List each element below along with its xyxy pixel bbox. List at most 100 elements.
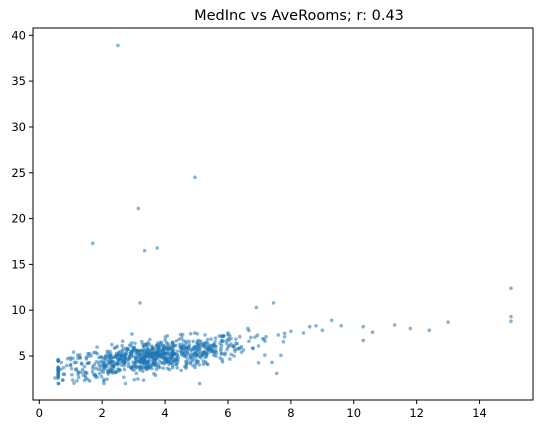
data-point (136, 360, 140, 364)
data-point (62, 372, 67, 377)
data-point (122, 367, 127, 372)
x-tick-label: 0 (36, 406, 43, 420)
data-point (214, 354, 218, 358)
data-point (94, 366, 98, 371)
data-point (184, 355, 189, 360)
data-point (102, 360, 107, 364)
data-point (116, 43, 120, 48)
data-point (93, 373, 97, 378)
data-point (75, 369, 80, 374)
data-point (282, 331, 287, 336)
data-point (107, 361, 111, 365)
data-point (152, 362, 157, 366)
data-point (184, 364, 188, 369)
data-point (110, 342, 114, 347)
data-point (237, 334, 242, 339)
x-tick-label: 8 (287, 406, 294, 420)
data-point (198, 344, 203, 349)
data-point (219, 343, 224, 348)
data-point (61, 365, 66, 370)
data-point (156, 365, 161, 369)
data-point (134, 371, 139, 376)
data-point (185, 361, 189, 366)
data-point (125, 348, 129, 352)
data-point (211, 345, 216, 349)
data-point (175, 349, 180, 354)
data-point (276, 333, 281, 337)
data-point (56, 372, 60, 376)
data-point (71, 350, 76, 354)
data-point (70, 372, 74, 377)
data-point (106, 370, 110, 374)
data-point (170, 365, 175, 370)
data-point (143, 355, 147, 360)
data-point (446, 320, 450, 324)
data-point (281, 339, 286, 344)
plot-frame (32, 27, 534, 401)
data-point (213, 350, 217, 354)
data-point (121, 347, 126, 351)
data-point (274, 371, 279, 376)
data-point (79, 370, 83, 375)
data-point (199, 340, 203, 344)
data-point (256, 360, 261, 365)
data-point (59, 367, 63, 372)
data-point (128, 351, 132, 356)
data-point (76, 372, 80, 377)
data-point (229, 352, 234, 357)
data-point (203, 333, 207, 337)
data-point (251, 346, 255, 351)
data-point (143, 358, 147, 363)
data-point (254, 305, 259, 310)
data-point (121, 375, 126, 379)
data-point (98, 371, 102, 376)
data-point (139, 348, 143, 353)
data-point (170, 347, 174, 351)
data-point (146, 340, 150, 345)
data-point (75, 378, 79, 383)
data-point (133, 356, 138, 360)
data-point (234, 337, 238, 341)
data-point (64, 363, 69, 368)
data-point (68, 357, 73, 362)
data-point (175, 366, 179, 370)
x-tick-label: 4 (161, 406, 168, 420)
data-point (232, 354, 236, 358)
x-tick-label: 10 (346, 406, 361, 420)
data-point (186, 345, 190, 350)
data-point (148, 351, 153, 356)
data-point (91, 366, 95, 371)
data-point (201, 359, 206, 363)
data-point (154, 357, 158, 361)
data-point (195, 344, 199, 349)
points-layer (53, 43, 513, 386)
data-point (213, 336, 218, 341)
data-point (408, 326, 413, 331)
data-point (146, 360, 151, 365)
data-point (221, 334, 225, 339)
data-point (141, 342, 145, 347)
data-point (84, 355, 88, 360)
data-point (153, 373, 158, 378)
data-point (188, 361, 193, 366)
data-point (102, 381, 106, 386)
data-point (209, 337, 213, 341)
data-point (197, 381, 202, 386)
data-point (76, 356, 80, 360)
data-point (199, 356, 203, 360)
data-point (119, 356, 123, 361)
data-point (159, 361, 164, 365)
data-point (197, 362, 201, 367)
data-point (171, 344, 176, 348)
data-point (126, 361, 131, 366)
data-point (392, 323, 397, 327)
y-tick-label: 15 (11, 257, 26, 271)
y-tick-label: 30 (11, 120, 26, 134)
data-point (140, 358, 144, 363)
data-point (118, 349, 123, 354)
data-point (82, 378, 87, 383)
data-point (282, 334, 287, 339)
data-point (190, 357, 195, 361)
y-tick-label: 10 (11, 303, 26, 317)
